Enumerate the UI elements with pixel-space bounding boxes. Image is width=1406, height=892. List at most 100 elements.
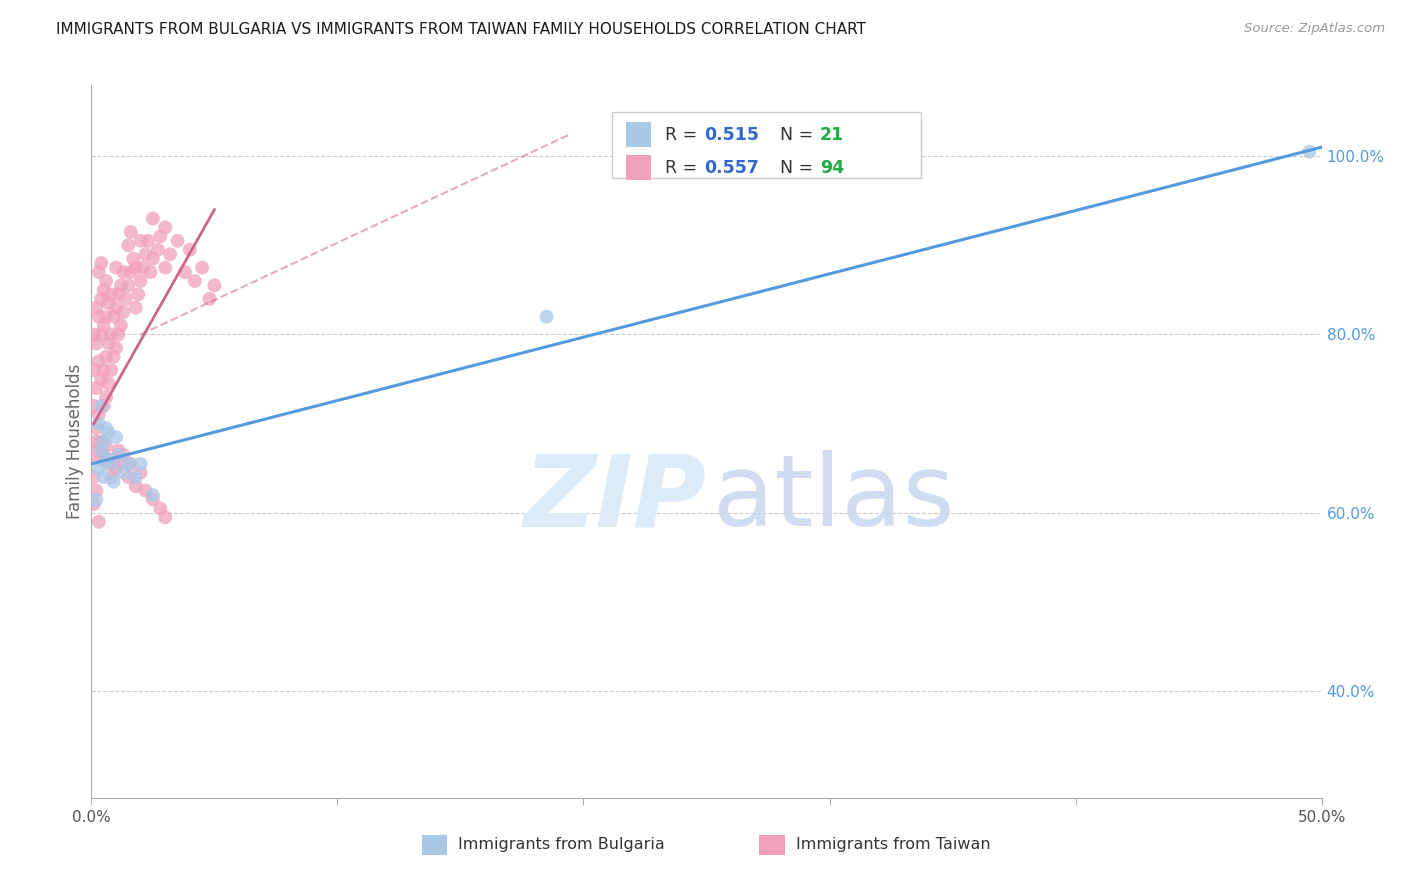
- Y-axis label: Family Households: Family Households: [66, 364, 84, 519]
- Point: [100, 327, 122, 342]
- Point: [83, 327, 105, 342]
- Text: Immigrants from Bulgaria: Immigrants from Bulgaria: [458, 838, 665, 852]
- Point: [87, 461, 110, 475]
- Point: [536, 310, 558, 324]
- Point: [120, 457, 142, 471]
- Point: [132, 260, 155, 275]
- Point: [97, 425, 120, 440]
- Point: [93, 399, 115, 413]
- Point: [87, 265, 110, 279]
- Text: ZIP: ZIP: [523, 450, 706, 547]
- Point: [86, 492, 108, 507]
- Point: [87, 408, 110, 422]
- Point: [90, 292, 112, 306]
- Point: [110, 457, 132, 471]
- Point: [166, 234, 188, 248]
- Point: [191, 260, 214, 275]
- Point: [97, 296, 120, 310]
- Point: [174, 265, 197, 279]
- Point: [124, 260, 146, 275]
- Point: [96, 421, 117, 435]
- Point: [153, 260, 177, 275]
- Point: [112, 448, 135, 462]
- Point: [139, 265, 162, 279]
- Point: [83, 399, 105, 413]
- Point: [87, 515, 110, 529]
- Point: [86, 336, 108, 351]
- Point: [179, 243, 201, 257]
- Text: atlas: atlas: [713, 450, 955, 547]
- Point: [117, 470, 139, 484]
- Point: [105, 341, 127, 355]
- Point: [124, 301, 146, 315]
- Point: [202, 278, 225, 293]
- Point: [86, 443, 108, 458]
- Point: [90, 372, 112, 386]
- Text: N =: N =: [780, 159, 820, 177]
- Point: [117, 457, 139, 471]
- Point: [93, 283, 115, 297]
- Point: [96, 350, 117, 364]
- Point: [105, 301, 127, 315]
- Point: [87, 310, 110, 324]
- Point: [93, 470, 115, 484]
- Point: [96, 452, 117, 467]
- Point: [1298, 145, 1320, 159]
- Point: [96, 274, 117, 288]
- Point: [107, 448, 129, 462]
- Point: [129, 274, 152, 288]
- Point: [142, 252, 165, 266]
- Point: [124, 479, 146, 493]
- Text: 0.557: 0.557: [704, 159, 759, 177]
- Point: [122, 252, 145, 266]
- Point: [107, 443, 129, 458]
- Point: [129, 466, 152, 480]
- Point: [93, 434, 115, 449]
- Point: [87, 417, 110, 431]
- Point: [86, 301, 108, 315]
- Point: [117, 238, 139, 252]
- Point: [97, 376, 120, 391]
- Text: 94: 94: [820, 159, 844, 177]
- Point: [114, 292, 138, 306]
- Point: [83, 470, 105, 484]
- Point: [90, 256, 112, 270]
- Point: [96, 439, 117, 453]
- Point: [90, 399, 112, 413]
- Point: [124, 470, 146, 484]
- Point: [93, 318, 115, 333]
- Text: N =: N =: [780, 126, 820, 144]
- Point: [120, 225, 142, 239]
- Point: [142, 492, 165, 507]
- Point: [86, 434, 108, 449]
- Point: [93, 448, 115, 462]
- Point: [90, 327, 112, 342]
- Point: [153, 220, 177, 235]
- Point: [112, 305, 135, 319]
- Point: [103, 475, 125, 489]
- Point: [153, 510, 177, 524]
- Point: [149, 229, 172, 244]
- Point: [198, 292, 221, 306]
- Point: [129, 457, 152, 471]
- Point: [112, 265, 135, 279]
- Point: [105, 461, 127, 475]
- Point: [96, 310, 117, 324]
- Point: [117, 278, 139, 293]
- Text: IMMIGRANTS FROM BULGARIA VS IMMIGRANTS FROM TAIWAN FAMILY HOUSEHOLDS CORRELATION: IMMIGRANTS FROM BULGARIA VS IMMIGRANTS F…: [56, 22, 866, 37]
- Point: [103, 310, 125, 324]
- Point: [83, 497, 105, 511]
- Text: Immigrants from Taiwan: Immigrants from Taiwan: [796, 838, 990, 852]
- Point: [120, 265, 142, 279]
- Point: [97, 336, 120, 351]
- Point: [136, 234, 159, 248]
- Point: [103, 350, 125, 364]
- Point: [110, 318, 132, 333]
- Point: [107, 287, 129, 301]
- Point: [93, 363, 115, 377]
- Point: [112, 466, 135, 480]
- Point: [127, 287, 149, 301]
- Point: [107, 327, 129, 342]
- Point: [135, 247, 156, 261]
- Point: [129, 234, 152, 248]
